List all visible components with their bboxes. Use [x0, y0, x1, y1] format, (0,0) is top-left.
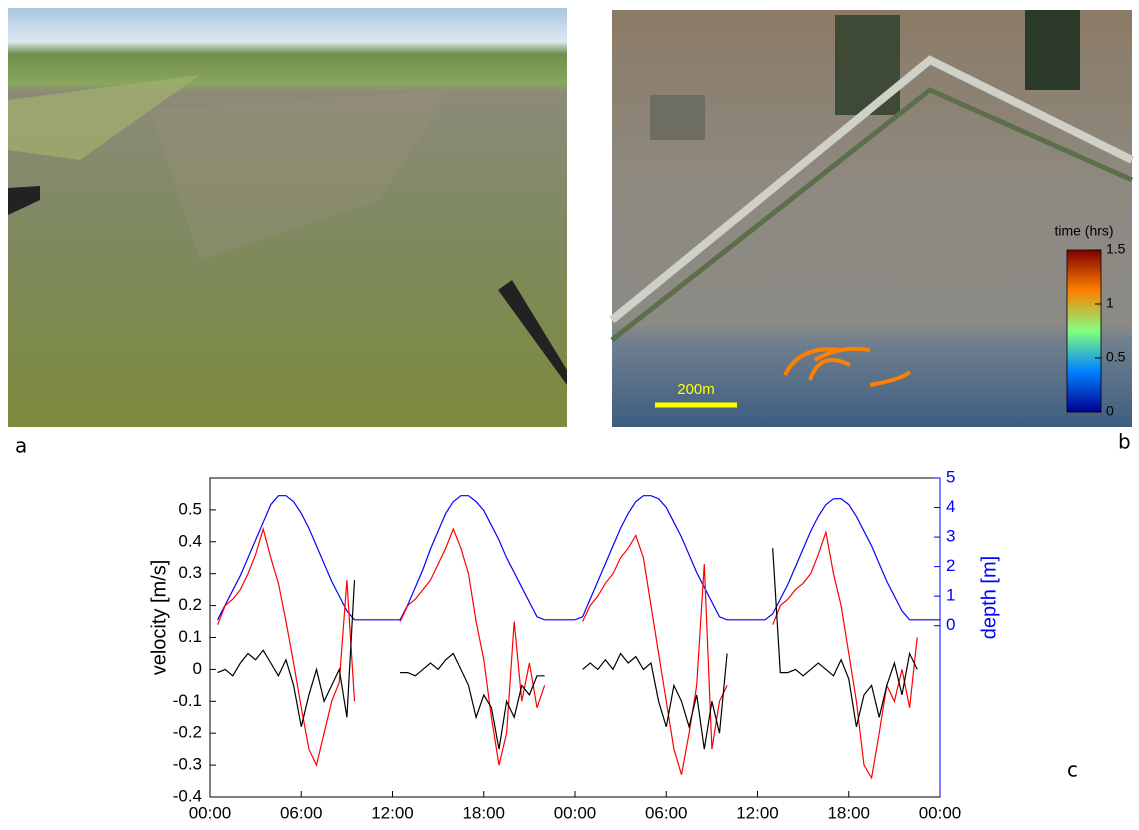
- x-tick-label: 00:00: [554, 803, 597, 822]
- y-tick-label: -0.2: [173, 723, 202, 742]
- y2-tick-label: 5: [946, 467, 955, 486]
- y2-tick-label: 0: [946, 615, 955, 634]
- y-tick-label: 0.3: [178, 563, 202, 582]
- y-tick-label: 0: [193, 659, 202, 678]
- y2-tick-label: 2: [946, 556, 955, 575]
- x-tick-label: 00:00: [919, 803, 962, 822]
- y2-tick-label: 4: [946, 497, 955, 516]
- y-tick-label: -0.3: [173, 755, 202, 774]
- y2-tick-label: 1: [946, 586, 955, 605]
- x-tick-label: 06:00: [280, 803, 323, 822]
- x-tick-label: 06:00: [645, 803, 688, 822]
- colorbar-tick-label: 0.5: [1106, 349, 1126, 365]
- panel-label: b: [1118, 430, 1131, 454]
- colorbar-title: time (hrs): [1054, 223, 1113, 239]
- scale-label: 200m: [677, 381, 715, 398]
- photo-b: [609, 10, 1134, 427]
- y-tick-label: 0.5: [178, 499, 202, 518]
- y-tick-label: 0.1: [178, 627, 202, 646]
- y2-tick-label: 3: [946, 527, 955, 546]
- x-tick-label: 12:00: [371, 803, 414, 822]
- x-tick-label: 00:00: [189, 803, 232, 822]
- y-tick-label: -0.1: [173, 691, 202, 710]
- panel-label: c: [1067, 758, 1078, 782]
- y-tick-label: 0.2: [178, 595, 202, 614]
- plot-frame: [209, 477, 941, 798]
- y2-axis-label: depth [m]: [978, 556, 1000, 639]
- x-tick-label: 18:00: [462, 803, 505, 822]
- colorbar-tick-label: 1: [1106, 295, 1114, 311]
- photo-a: [8, 8, 567, 427]
- colorbar-tick-label: 0: [1106, 403, 1114, 419]
- x-tick-label: 18:00: [827, 803, 870, 822]
- panel-label: a: [15, 434, 27, 458]
- y-tick-label: -0.4: [173, 786, 202, 805]
- y-tick-label: 0.4: [178, 531, 202, 550]
- data-line: [217, 548, 918, 750]
- data-line: [217, 526, 918, 780]
- data-line: [217, 495, 940, 621]
- y-axis-label: velocity [m/s]: [148, 560, 170, 676]
- x-tick-label: 12:00: [736, 803, 779, 822]
- colorbar-tick-label: 1.5: [1106, 241, 1126, 257]
